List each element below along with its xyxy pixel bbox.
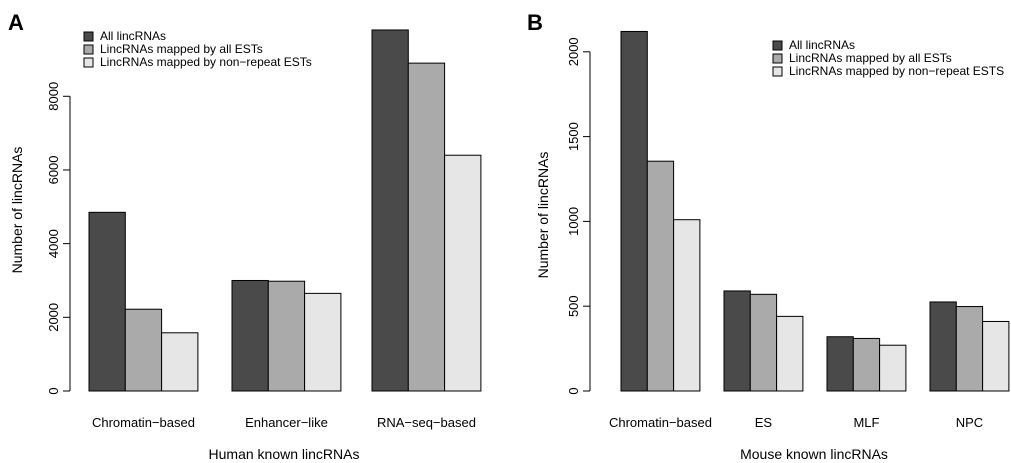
y-tick-label: 1000 bbox=[566, 207, 581, 236]
x-tick-label: NPC bbox=[956, 415, 983, 430]
x-tick-label: Chromatin−based bbox=[609, 415, 712, 430]
legend-swatch-all bbox=[83, 31, 94, 42]
bar-nonrepeat bbox=[982, 320, 1010, 392]
x-tick-label: RNA−seq−based bbox=[377, 415, 476, 430]
y-tick-label: 0 bbox=[46, 387, 61, 394]
bar-all_ests bbox=[407, 62, 446, 392]
bar-all bbox=[929, 301, 957, 392]
bars-b bbox=[620, 30, 1010, 392]
panel-letter-b: B bbox=[527, 10, 543, 35]
panel-a: A Number of lincRNAs Human known lincRNA… bbox=[8, 10, 482, 462]
bar-all bbox=[620, 30, 648, 392]
x-tick-label: ES bbox=[755, 415, 773, 430]
x-tick-label: MLF bbox=[853, 415, 879, 430]
legend-swatch-nonrepeat bbox=[83, 57, 94, 68]
y-tick-label: 4000 bbox=[46, 229, 61, 258]
bar-nonrepeat bbox=[879, 344, 907, 392]
bar-all bbox=[231, 279, 269, 392]
x-axis-title-b: Mouse known lincRNAs bbox=[740, 446, 888, 462]
legend-swatch-all_ests bbox=[772, 53, 783, 64]
panel-letter-a: A bbox=[8, 10, 24, 35]
x-tick-labels-b: Chromatin−based ES MLF NPC bbox=[609, 415, 983, 430]
x-axis-title-a: Human known lincRNAs bbox=[209, 446, 360, 462]
legend-label: LincRNAs mapped by non−repeat ESTS bbox=[789, 64, 1004, 78]
bar-all_ests bbox=[124, 308, 163, 392]
legend-label: LincRNAs mapped by all ESTs bbox=[789, 51, 952, 65]
panel-b: B Number of lincRNAs Mouse known lincRNA… bbox=[527, 10, 1010, 462]
x-tick-label: Chromatin−based bbox=[92, 415, 195, 430]
bar-all_ests bbox=[646, 160, 675, 392]
bar-nonrepeat bbox=[673, 219, 701, 392]
bar-all_ests bbox=[852, 337, 881, 392]
bar-nonrepeat bbox=[776, 315, 804, 392]
bar-all bbox=[723, 290, 751, 392]
bar-all_ests bbox=[749, 293, 778, 392]
legend-swatch-all_ests bbox=[83, 44, 94, 55]
legend-label: LincRNAs mapped by all ESTs bbox=[100, 42, 263, 56]
y-axis-b: 0 500 1000 1500 2000 bbox=[566, 37, 591, 395]
legend-label: All lincRNAs bbox=[100, 29, 166, 43]
legend-swatch-nonrepeat bbox=[772, 66, 783, 77]
bars-a bbox=[88, 29, 482, 392]
legend-label: LincRNAs mapped by non−repeat ESTs bbox=[100, 55, 312, 69]
y-tick-label: 0 bbox=[566, 387, 581, 394]
bar-all bbox=[826, 336, 854, 392]
y-tick-label: 2000 bbox=[566, 37, 581, 66]
x-tick-label: Enhancer−like bbox=[245, 415, 328, 430]
y-tick-label: 2000 bbox=[46, 303, 61, 332]
y-tick-label: 6000 bbox=[46, 155, 61, 184]
y-tick-label: 500 bbox=[566, 295, 581, 317]
bar-nonrepeat bbox=[161, 332, 199, 392]
legend-label: All lincRNAs bbox=[789, 38, 855, 52]
y-tick-label: 8000 bbox=[46, 82, 61, 111]
y-axis-title-a: Number of lincRNAs bbox=[9, 147, 25, 274]
bar-all bbox=[371, 29, 409, 392]
y-axis-title-b: Number of lincRNAs bbox=[535, 152, 551, 279]
x-tick-labels-a: Chromatin−based Enhancer−like RNA−seq−base… bbox=[92, 415, 476, 430]
bar-all bbox=[88, 211, 126, 392]
bar-nonrepeat bbox=[304, 292, 342, 392]
y-tick-label: 1500 bbox=[566, 122, 581, 151]
bar-all_ests bbox=[955, 306, 984, 392]
legend-swatch-all bbox=[772, 40, 783, 51]
bar-nonrepeat bbox=[444, 154, 482, 392]
y-axis-a: 0 2000 4000 6000 8000 bbox=[46, 82, 71, 395]
bar-all_ests bbox=[267, 280, 306, 392]
